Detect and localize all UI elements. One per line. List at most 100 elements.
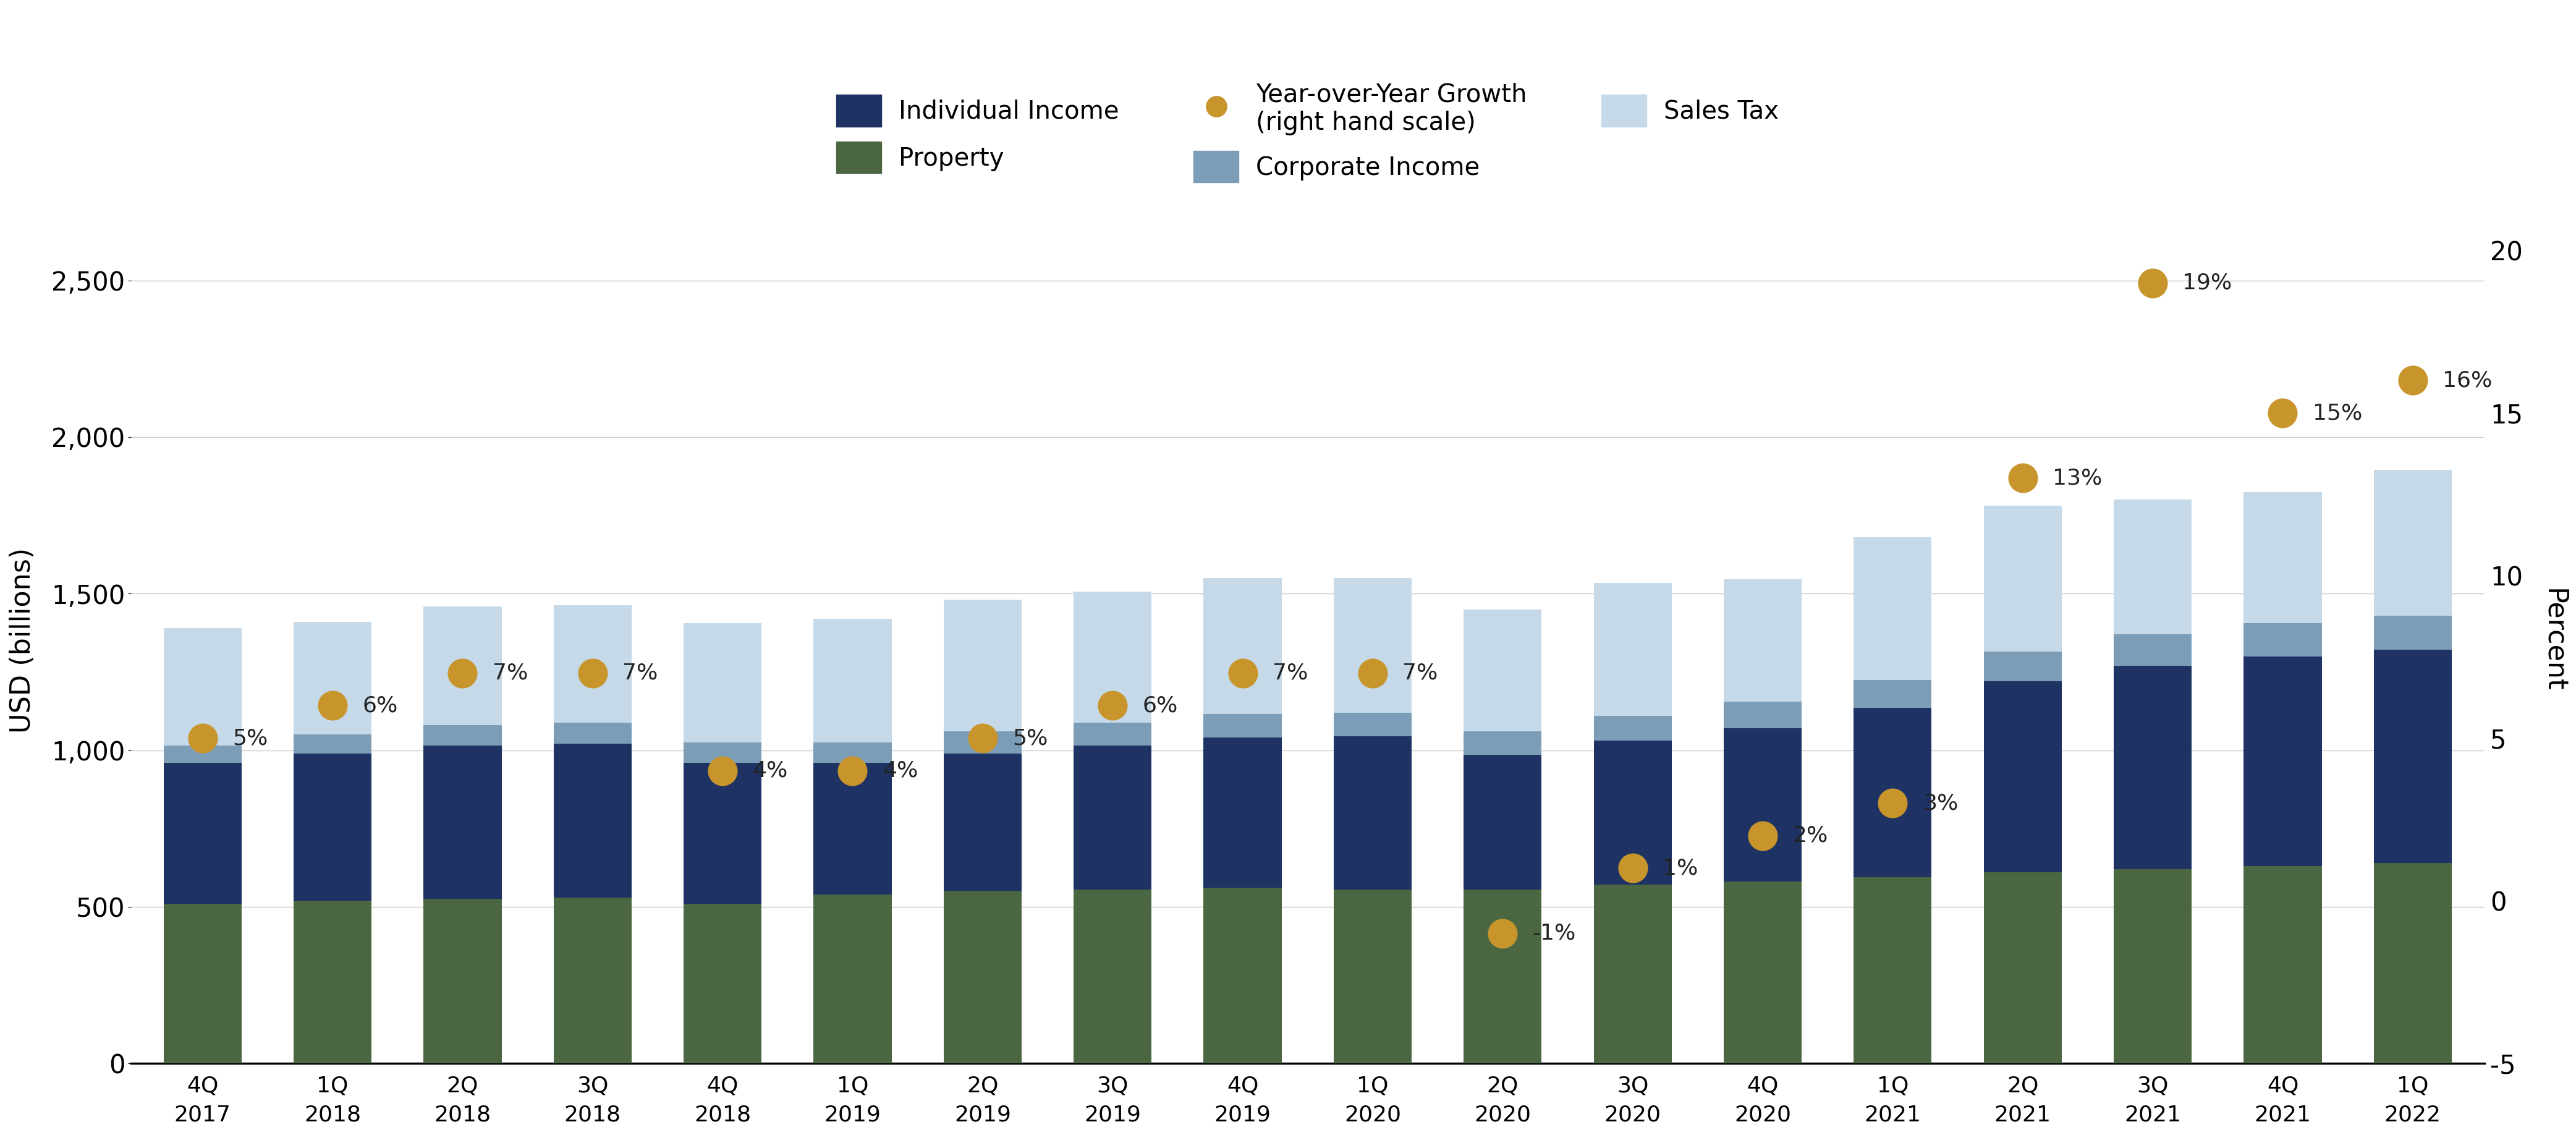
Bar	[554, 605, 631, 723]
Bar	[1074, 890, 1151, 1063]
Bar	[683, 903, 762, 1063]
Bar	[1855, 877, 1932, 1063]
Bar	[1723, 729, 1801, 882]
Bar	[2115, 499, 2192, 634]
Bar	[2244, 656, 2321, 866]
Bar	[554, 898, 631, 1063]
Bar	[814, 619, 891, 742]
Text: 4%: 4%	[752, 760, 788, 781]
Bar	[1334, 578, 1412, 713]
Bar	[1074, 746, 1151, 890]
Point	[1352, 664, 1394, 682]
Point	[832, 762, 873, 780]
Bar	[162, 763, 242, 903]
Point	[1741, 826, 1783, 844]
Text: 7%: 7%	[492, 663, 528, 683]
Bar	[2244, 866, 2321, 1063]
Point	[1092, 697, 1133, 715]
Point	[1221, 664, 1262, 682]
Bar	[1463, 755, 1540, 890]
Bar	[2244, 623, 2321, 656]
Bar	[2115, 869, 2192, 1063]
Bar	[422, 746, 502, 899]
Bar	[2372, 470, 2452, 615]
Text: 5%: 5%	[232, 728, 268, 749]
Bar	[683, 763, 762, 903]
Point	[961, 729, 1002, 747]
Text: 2%: 2%	[1793, 825, 1829, 847]
Bar	[1595, 716, 1672, 741]
Bar	[162, 746, 242, 763]
Bar	[294, 622, 371, 734]
Text: 3%: 3%	[1922, 792, 1958, 814]
Point	[1613, 859, 1654, 877]
Bar	[422, 725, 502, 746]
Bar	[422, 899, 502, 1063]
Text: 7%: 7%	[623, 663, 657, 683]
Bar	[2115, 665, 2192, 869]
Text: 4%: 4%	[884, 760, 917, 781]
Bar	[1334, 890, 1412, 1063]
Bar	[814, 742, 891, 763]
Point	[572, 664, 613, 682]
Legend: Individual Income, Property, Year-over-Year Growth
(right hand scale), Corporate: Individual Income, Property, Year-over-Y…	[837, 83, 1780, 183]
Bar	[1984, 681, 2061, 873]
Bar	[162, 903, 242, 1063]
Bar	[814, 763, 891, 894]
Text: 6%: 6%	[1144, 695, 1177, 716]
Bar	[422, 606, 502, 725]
Y-axis label: USD (billions): USD (billions)	[10, 548, 36, 733]
Point	[1873, 794, 1914, 813]
Point	[1481, 924, 1522, 942]
Bar	[943, 754, 1023, 891]
Bar	[683, 742, 762, 763]
Bar	[554, 743, 631, 898]
Text: 6%: 6%	[363, 695, 397, 716]
Bar	[1595, 741, 1672, 885]
Point	[701, 762, 742, 780]
Bar	[943, 731, 1023, 754]
Text: 7%: 7%	[1273, 663, 1309, 683]
Bar	[2372, 615, 2452, 650]
Bar	[294, 754, 371, 900]
Bar	[1463, 731, 1540, 755]
Point	[2002, 469, 2043, 487]
Bar	[294, 900, 371, 1063]
Point	[2262, 404, 2303, 422]
Point	[2393, 371, 2434, 389]
Bar	[1203, 888, 1283, 1063]
Bar	[554, 723, 631, 743]
Text: 5%: 5%	[1012, 728, 1048, 749]
Bar	[1334, 713, 1412, 737]
Point	[443, 664, 484, 682]
Bar	[943, 891, 1023, 1063]
Bar	[683, 623, 762, 742]
Bar	[1723, 882, 1801, 1063]
Text: 19%: 19%	[2182, 272, 2233, 294]
Bar	[1723, 701, 1801, 729]
Bar	[1855, 708, 1932, 877]
Text: 15%: 15%	[2313, 403, 2362, 423]
Point	[2133, 274, 2174, 292]
Bar	[2372, 650, 2452, 863]
Bar	[1723, 580, 1801, 701]
Bar	[162, 628, 242, 746]
Point	[183, 729, 224, 747]
Bar	[1074, 591, 1151, 723]
Text: 13%: 13%	[2053, 468, 2102, 488]
Point	[312, 697, 353, 715]
Y-axis label: Percent: Percent	[2540, 589, 2566, 692]
Bar	[1463, 609, 1540, 731]
Bar	[1984, 651, 2061, 681]
Bar	[1855, 537, 1932, 680]
Bar	[1595, 885, 1672, 1063]
Bar	[2372, 863, 2452, 1063]
Text: -1%: -1%	[1533, 923, 1577, 944]
Bar	[294, 734, 371, 754]
Bar	[1984, 873, 2061, 1063]
Bar	[1203, 578, 1283, 714]
Bar	[1334, 737, 1412, 890]
Text: 7%: 7%	[1401, 663, 1437, 683]
Bar	[2244, 491, 2321, 623]
Bar	[1463, 890, 1540, 1063]
